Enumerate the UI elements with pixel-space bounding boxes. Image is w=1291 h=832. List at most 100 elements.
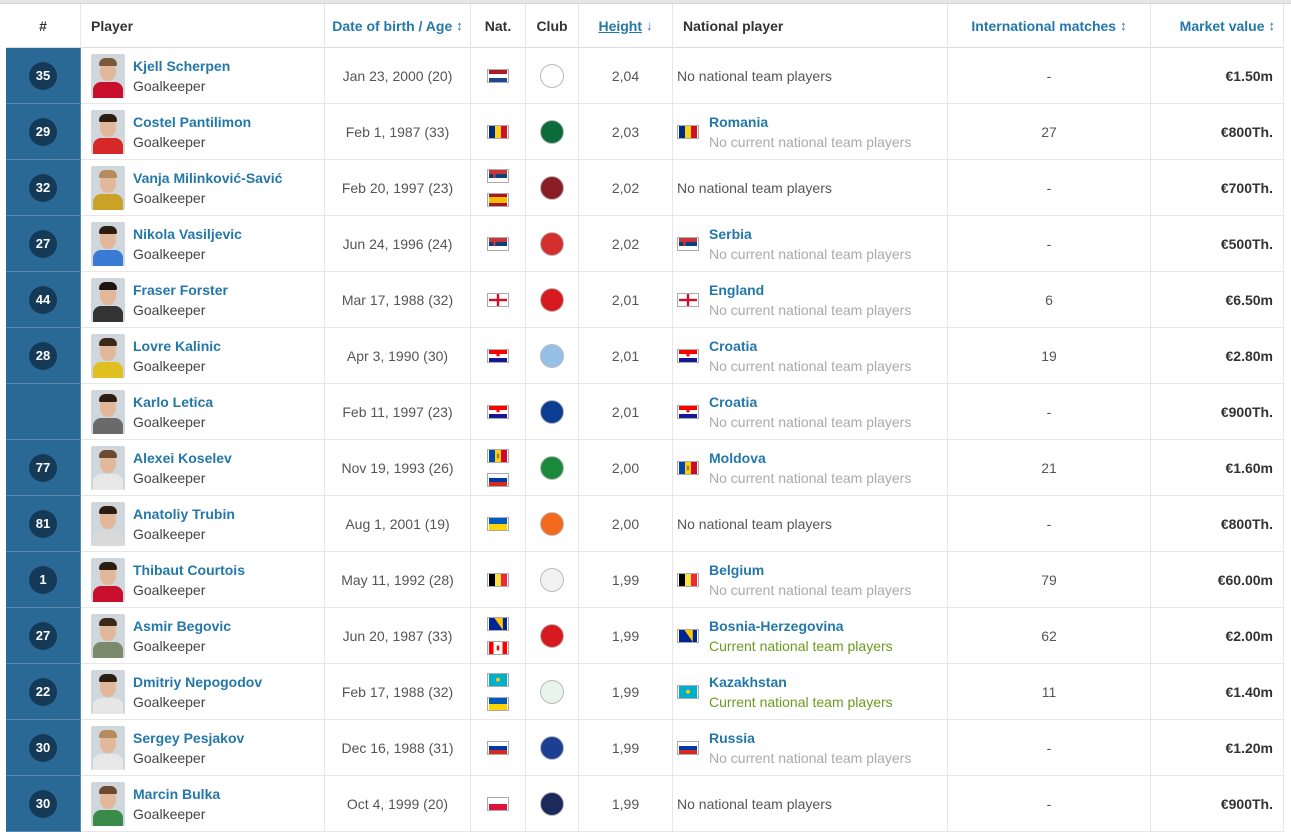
market-value[interactable]: €700Th. [1151,160,1284,216]
romania-flag-icon [487,124,509,139]
player-cell: Alexei Koselev Goalkeeper [81,440,325,496]
southampton-crest[interactable] [540,287,564,312]
player-name-link[interactable]: Thibaut Courtois [133,561,245,578]
player-photo[interactable] [91,781,125,826]
national-player-cell: Croatia No current national team players [673,384,948,440]
player-photo[interactable] [91,669,125,714]
header-intl-matches-sort[interactable]: International matches ↕ [948,4,1151,48]
player-photo[interactable] [91,165,125,210]
player-cell: Fraser Forster Goalkeeper [81,272,325,328]
international-matches: - [948,216,1151,272]
player-photo[interactable] [91,333,125,378]
national-team-link[interactable]: Belgium [709,561,765,578]
international-matches: - [948,48,1151,104]
player-photo[interactable] [91,389,125,434]
player-photo[interactable] [91,221,125,266]
player-name-link[interactable]: Dmitriy Nepogodov [133,673,263,690]
psg-crest[interactable] [540,791,564,816]
player-name-link[interactable]: Karlo Letica [133,393,214,410]
national-team-link[interactable]: Bosnia-Herzegovina [709,617,844,634]
real-madrid-crest[interactable] [540,567,564,592]
rostov-crest[interactable] [540,735,564,760]
header-height-sort[interactable]: Height ↓ [579,4,673,48]
header-dob-sort[interactable]: Date of birth / Age ↕ [325,4,471,48]
player-photo[interactable] [91,53,125,98]
player-name-link[interactable]: Costel Pantilimon [133,113,252,130]
shakhtar-crest[interactable] [540,511,564,536]
international-matches: - [948,496,1151,552]
player-name-link[interactable]: Vanja Milinković-Savić [133,169,283,186]
market-value[interactable]: €1.60m [1151,440,1284,496]
market-value[interactable]: €1.20m [1151,720,1284,776]
international-matches: 19 [948,328,1151,384]
player-info: Nikola Vasiljevic Goalkeeper [133,226,242,262]
photo-shirt [93,305,123,322]
national-team-link[interactable]: Moldova [709,449,766,466]
market-value[interactable]: €500Th. [1151,216,1284,272]
player-name-link[interactable]: Marcin Bulka [133,785,221,802]
market-value[interactable]: €1.40m [1151,664,1284,720]
player-name-link[interactable]: Anatoliy Trubin [133,505,235,522]
club-brugge-crest[interactable] [540,399,564,424]
red-star-crest[interactable] [540,231,564,256]
player-name-link[interactable]: Alexei Koselev [133,449,232,466]
nationality-cell [471,328,526,384]
header-market-value-sort[interactable]: Market value ↕ [1151,4,1284,48]
nationality-flags [487,672,509,711]
player-name-link[interactable]: Asmir Begovic [133,617,232,634]
national-team-link[interactable]: Croatia [709,393,758,410]
aston-villa-crest[interactable] [540,343,564,368]
market-value[interactable]: €6.50m [1151,272,1284,328]
player-name-link[interactable]: Kjell Scherpen [133,57,231,74]
market-value[interactable]: €900Th. [1151,776,1284,832]
national-team-link[interactable]: Serbia [709,225,752,242]
no-national-team-text: No national team players [677,515,832,532]
player-photo[interactable] [91,557,125,602]
market-value[interactable]: €2.00m [1151,608,1284,664]
national-team-link[interactable]: Kazakhstan [709,673,787,690]
market-value[interactable]: €60.00m [1151,552,1284,608]
market-value[interactable]: €1.50m [1151,48,1284,104]
player-photo[interactable] [91,725,125,770]
tobol-crest[interactable] [540,679,564,704]
player-name-link[interactable]: Nikola Vasiljevic [133,225,242,242]
photo-hair [99,785,117,794]
player-photo[interactable] [91,109,125,154]
ajax-crest[interactable] [540,63,564,88]
player-name-link[interactable]: Fraser Forster [133,281,228,298]
player-name-link[interactable]: Sergey Pesjakov [133,729,245,746]
market-value[interactable]: €800Th. [1151,496,1284,552]
player-photo[interactable] [91,277,125,322]
photo-head [100,508,116,529]
serbia-flag-icon [487,168,509,183]
national-team-link[interactable]: Romania [709,113,769,130]
player-photo[interactable] [91,445,125,490]
national-team-link[interactable]: England [709,281,765,298]
national-team-link[interactable]: Croatia [709,337,758,354]
player-info: Marcin Bulka Goalkeeper [133,786,220,822]
player-cell: Asmir Begovic Goalkeeper [81,608,325,664]
national-flag-wrap [677,460,699,475]
denizlispor-crest[interactable] [540,119,564,144]
player-photo[interactable] [91,501,125,546]
market-value[interactable]: €800Th. [1151,104,1284,160]
nationality-cell [471,160,526,216]
club-cell [526,720,579,776]
photo-head [100,452,116,473]
player-name-link[interactable]: Lovre Kalinic [133,337,221,354]
photo-hair [99,57,117,66]
national-team-link[interactable]: Russia [709,729,755,746]
bournemouth-crest[interactable] [540,623,564,648]
fortuna-sittard-crest[interactable] [540,455,564,480]
national-flag-wrap [677,740,699,755]
table-header: # Player Date of birth / Age ↕ Nat. Club … [6,4,1284,48]
photo-hair [99,393,117,402]
market-value[interactable]: €900Th. [1151,384,1284,440]
torino-crest[interactable] [540,175,564,200]
player-info: Lovre Kalinic Goalkeeper [133,338,221,374]
shirt-number-badge: 81 [29,509,57,538]
player-photo[interactable] [91,613,125,658]
market-value[interactable]: €2.80m [1151,328,1284,384]
shirt-number-badge: 27 [29,621,57,650]
nationality-cell [471,272,526,328]
